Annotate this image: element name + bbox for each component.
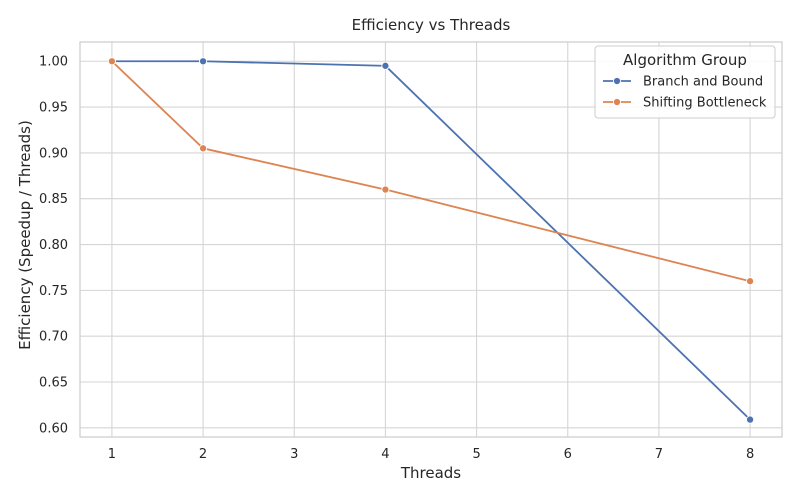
x-tick-label: 6 bbox=[564, 447, 572, 462]
data-point bbox=[381, 61, 390, 70]
plot-frame bbox=[79, 41, 783, 438]
x-tick-label: 3 bbox=[290, 447, 298, 462]
legend-swatch-marker bbox=[612, 97, 622, 107]
y-tick-label: 0.65 bbox=[39, 376, 68, 391]
series-line bbox=[111, 60, 751, 421]
legend-title: Algorithm Group bbox=[623, 51, 747, 69]
y-tick-label: 0.60 bbox=[39, 421, 68, 436]
x-tick-label: 7 bbox=[655, 447, 663, 462]
y-tick-label: 0.70 bbox=[39, 330, 68, 345]
y-axis-ticks: 0.60 0.65 0.70 0.75 0.80 0.85 0.90 0.95 1.00 bbox=[39, 55, 68, 437]
x-tick-label: 1 bbox=[108, 447, 116, 462]
y-tick-label: 0.90 bbox=[39, 146, 68, 161]
x-axis-title: Threads bbox=[400, 464, 461, 482]
x-tick-label: 5 bbox=[472, 447, 480, 462]
data-point bbox=[746, 415, 755, 424]
y-tick-label: 0.85 bbox=[39, 192, 68, 207]
x-tick-label: 4 bbox=[381, 447, 389, 462]
y-axis-title: Efficiency (Speedup / Threads) bbox=[16, 120, 34, 350]
legend-items: Branch and Bound Shifting Bottleneck bbox=[603, 75, 767, 111]
series-line bbox=[111, 60, 751, 283]
legend-box bbox=[594, 45, 776, 119]
x-axis-ticks: 1 2 3 4 5 6 7 8 bbox=[108, 447, 754, 462]
chart-title: Efficiency vs Threads bbox=[352, 16, 511, 34]
x-tick-label: 8 bbox=[746, 447, 754, 462]
series-shifting-bottleneck bbox=[107, 57, 755, 286]
y-tick-label: 0.80 bbox=[39, 238, 68, 253]
legend-item: Shifting Bottleneck bbox=[603, 96, 767, 111]
data-point bbox=[199, 57, 208, 66]
legend: Algorithm Group Branch and Bound Shifting… bbox=[594, 45, 776, 119]
legend-swatch-marker bbox=[612, 76, 622, 86]
y-tick-label: 0.95 bbox=[39, 101, 68, 116]
legend-label: Branch and Bound bbox=[643, 75, 763, 90]
data-point bbox=[381, 185, 390, 194]
y-tick-label: 1.00 bbox=[39, 55, 68, 70]
data-point bbox=[746, 277, 755, 286]
legend-label: Shifting Bottleneck bbox=[643, 96, 767, 111]
data-point bbox=[199, 144, 208, 153]
data-point bbox=[107, 57, 116, 66]
y-tick-label: 0.75 bbox=[39, 284, 68, 299]
legend-item: Branch and Bound bbox=[603, 75, 763, 90]
x-tick-label: 2 bbox=[199, 447, 207, 462]
series-layer bbox=[107, 57, 755, 424]
